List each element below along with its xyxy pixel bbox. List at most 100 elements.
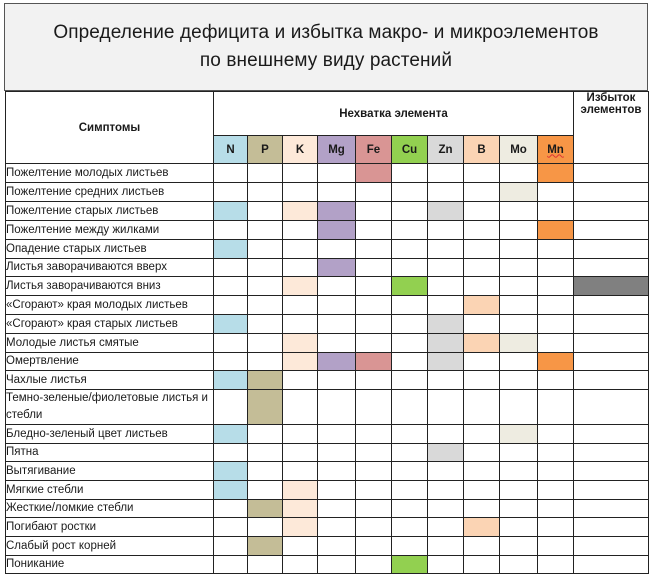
cell-cu	[391, 258, 428, 277]
element-header-zn: Zn	[427, 135, 464, 164]
cell-cu	[391, 333, 428, 353]
cell-zn	[427, 220, 464, 240]
cell-mo	[499, 424, 538, 444]
cell-n	[213, 163, 248, 183]
cell-mo	[499, 314, 538, 334]
symptom-label: Вытягивание	[5, 461, 214, 481]
cell-fe	[355, 461, 392, 481]
cell-zn	[427, 424, 464, 444]
cell-n	[213, 461, 248, 481]
cell-mg	[317, 182, 356, 202]
cell-zn	[427, 517, 464, 537]
cell-b	[463, 239, 500, 259]
cell-p	[247, 461, 283, 481]
cell-fe	[355, 239, 392, 259]
symptom-label: Пожелтение старых листьев	[5, 201, 214, 221]
cell-b	[463, 443, 500, 462]
symptom-label: Молодые листья смятые	[5, 333, 214, 353]
cell-k	[282, 461, 318, 481]
cell-n	[213, 352, 248, 371]
cell-cu	[391, 499, 428, 518]
cell-mg	[317, 536, 356, 556]
cell-zn	[427, 258, 464, 277]
cell-zn	[427, 461, 464, 481]
cell-mg	[317, 276, 356, 296]
cell-mn	[537, 370, 574, 390]
cell-cu	[391, 461, 428, 481]
cell-mn	[537, 443, 574, 462]
cell-fe	[355, 314, 392, 334]
cell-zn	[427, 555, 464, 574]
cell-fe	[355, 517, 392, 537]
cell-mg	[317, 333, 356, 353]
cell-mo	[499, 276, 538, 296]
cell-mg	[317, 370, 356, 390]
cell-excess	[573, 163, 649, 183]
cell-b	[463, 536, 500, 556]
cell-k	[282, 370, 318, 390]
table-row: Слабый рост корней	[5, 536, 649, 556]
cell-excess	[573, 239, 649, 259]
cell-excess	[573, 352, 649, 371]
cell-b	[463, 314, 500, 334]
cell-fe	[355, 258, 392, 277]
cell-excess	[573, 443, 649, 462]
cell-zn	[427, 352, 464, 371]
cell-mn	[537, 276, 574, 296]
symptom-label: «Сгорают» края старых листьев	[5, 314, 214, 334]
cell-k	[282, 480, 318, 500]
cell-mo	[499, 220, 538, 240]
table-row: Омертвление	[5, 352, 649, 371]
cell-k	[282, 182, 318, 202]
cell-n	[213, 536, 248, 556]
cell-n	[213, 555, 248, 574]
cell-mo	[499, 182, 538, 202]
cell-mg	[317, 295, 356, 315]
cell-zn	[427, 499, 464, 518]
cell-fe	[355, 370, 392, 390]
symptom-label: Пятна	[5, 443, 214, 462]
cell-fe	[355, 443, 392, 462]
cell-zn	[427, 389, 464, 425]
cell-mg	[317, 389, 356, 425]
cell-fe	[355, 499, 392, 518]
cell-k	[282, 258, 318, 277]
cell-cu	[391, 536, 428, 556]
symptom-label: Поникание	[5, 555, 214, 574]
cell-mo	[499, 461, 538, 481]
cell-p	[247, 295, 283, 315]
element-header-mn: Mn	[537, 135, 574, 164]
cell-cu	[391, 239, 428, 259]
cell-k	[282, 314, 318, 334]
cell-cu	[391, 352, 428, 371]
cell-mg	[317, 163, 356, 183]
cell-cu	[391, 276, 428, 296]
cell-zn	[427, 536, 464, 556]
symptom-label: Пожелтение между жилками	[5, 220, 214, 240]
cell-mn	[537, 389, 574, 425]
cell-mn	[537, 536, 574, 556]
cell-excess	[573, 555, 649, 574]
cell-cu	[391, 220, 428, 240]
cell-mg	[317, 443, 356, 462]
cell-cu	[391, 389, 428, 425]
cell-mg	[317, 220, 356, 240]
cell-cu	[391, 314, 428, 334]
cell-excess	[573, 182, 649, 202]
cell-k	[282, 220, 318, 240]
cell-cu	[391, 370, 428, 390]
cell-b	[463, 182, 500, 202]
table-row: Листья заворачиваются вверх	[5, 258, 649, 277]
table-row: «Сгорают» края старых листьев	[5, 314, 649, 334]
cell-excess	[573, 536, 649, 556]
cell-cu	[391, 555, 428, 574]
cell-k	[282, 499, 318, 518]
cell-p	[247, 220, 283, 240]
deficiency-table: Симптомы Нехватка элемента Избыток элеме…	[5, 91, 649, 574]
symptom-rows: Пожелтение молодых листьев Пожелтение сре…	[5, 163, 649, 574]
element-header-row: N P K Mg Fe Cu Zn B Mo Mn	[6, 135, 649, 164]
element-header-fe: Fe	[355, 135, 392, 164]
cell-mg	[317, 461, 356, 481]
cell-cu	[391, 517, 428, 537]
cell-mo	[499, 295, 538, 315]
